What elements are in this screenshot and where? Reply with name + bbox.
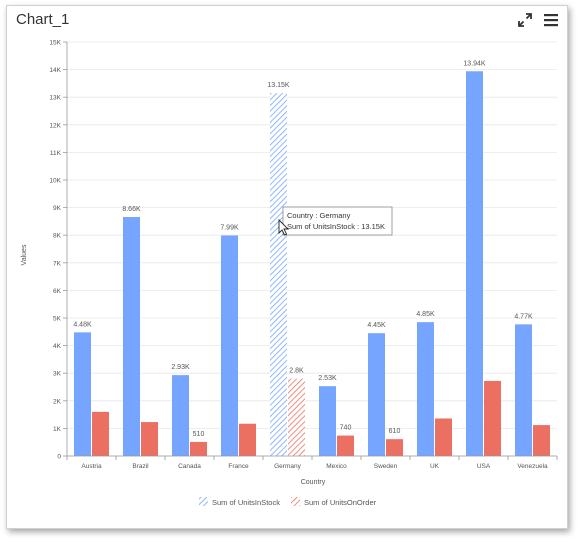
y-tick-label: 11K	[50, 150, 62, 157]
data-label: 2.93K	[171, 364, 190, 371]
bar-units-on-order-sweden[interactable]	[386, 439, 403, 456]
data-label: 740	[340, 425, 352, 432]
bar-units-on-order-uk[interactable]	[435, 418, 452, 456]
y-tick-label: 14K	[49, 67, 61, 74]
y-tick-label: 0	[57, 454, 61, 461]
bar-units-in-stock-brazil[interactable]	[123, 216, 140, 456]
x-tick-label: Venezuela	[517, 463, 548, 470]
bar-units-on-order-austria[interactable]	[92, 411, 109, 456]
x-tick-label: UK	[430, 463, 440, 470]
data-label: 510	[193, 431, 205, 438]
bar-units-on-order-venezuela[interactable]	[533, 425, 550, 456]
data-label: 7.99K	[220, 224, 239, 231]
data-label: 4.45K	[367, 322, 386, 329]
chart-title: Chart_1	[16, 11, 70, 28]
legend-label-series-1: Sum of UnitsInStock	[212, 498, 280, 507]
legend-item-series-2[interactable]: Sum of UnitsOnOrder	[291, 497, 377, 507]
data-label: 2.53K	[318, 375, 337, 382]
bar-units-on-order-france[interactable]	[239, 423, 256, 456]
y-tick-label: 5K	[53, 316, 62, 323]
data-label: 4.77K	[514, 313, 533, 320]
chart-widget: Chart_1 0 1K 2K 3K 4K 5K 6K 7K 8K 9K 10K 11K 12K 13K 1…	[6, 5, 568, 529]
y-tick-label: 10K	[49, 178, 61, 185]
legend-item-series-1[interactable]: Sum of UnitsInStock	[199, 497, 280, 507]
x-tick-label: Canada	[178, 463, 201, 470]
x-tick-label: Germany	[274, 463, 301, 470]
y-tick-label: 15K	[49, 40, 61, 47]
y-axis: 0 1K 2K 3K 4K 5K 6K 7K 8K 9K 10K 11K 12K 13K 14K 15K	[49, 40, 68, 461]
bar-units-in-stock-sweden[interactable]	[368, 333, 385, 456]
y-axis-title: Values	[21, 244, 28, 265]
tooltip-line-2: Sum of UnitsInStock : 13.15K	[287, 222, 385, 231]
legend-swatch-series-1	[199, 497, 208, 506]
legend: Sum of UnitsInStock Sum of UnitsOnOrder	[199, 497, 377, 507]
y-tick-label: 4K	[53, 343, 62, 350]
y-tick-label: 7K	[53, 260, 62, 267]
bar-units-on-order-brazil[interactable]	[141, 422, 158, 456]
y-tick-label: 1K	[53, 426, 62, 433]
bar-units-on-order-canada[interactable]	[190, 441, 207, 456]
bar-units-in-stock-canada[interactable]	[172, 375, 189, 456]
data-label: 13.94K	[463, 60, 486, 67]
tooltip-box	[282, 206, 393, 236]
legend-label-series-2: Sum of UnitsOnOrder	[304, 498, 377, 507]
bar-units-on-order-mexico[interactable]	[337, 435, 354, 456]
x-tick-label: Mexico	[326, 463, 347, 470]
y-tick-label: 8K	[53, 233, 62, 240]
bar-units-in-stock-mexico[interactable]	[319, 386, 336, 456]
bar-units-on-order-usa[interactable]	[484, 380, 501, 456]
y-tick-label: 3K	[53, 371, 62, 378]
widget-toolbar	[517, 12, 559, 28]
y-tick-label: 12K	[49, 122, 61, 129]
bar-units-in-stock-france[interactable]	[221, 235, 238, 456]
x-tick-label: USA	[477, 463, 491, 470]
bars	[74, 71, 550, 457]
data-label: 610	[389, 428, 401, 435]
bar-units-in-stock-uk[interactable]	[417, 322, 434, 456]
data-label: 8.66K	[122, 206, 141, 213]
hamburger-menu-icon[interactable]	[543, 12, 559, 28]
x-axis: Austria Brazil Canada France Germany Mexico Sw…	[66, 455, 558, 470]
data-label: 13.15K	[267, 82, 290, 89]
y-tick-label: 2K	[53, 398, 62, 405]
legend-swatch-series-2	[291, 497, 300, 506]
bar-units-in-stock-austria[interactable]	[74, 332, 91, 456]
grid-lines	[67, 41, 557, 457]
data-label: 4.48K	[73, 321, 92, 328]
data-label: 4.85K	[416, 311, 435, 318]
bar-units-in-stock-usa[interactable]	[466, 71, 483, 457]
bar-chart: 0 1K 2K 3K 4K 5K 6K 7K 8K 9K 10K 11K 12K 13K 14K 15K Au…	[21, 40, 558, 507]
tooltip: Country : Germany Sum of UnitsInStock : …	[282, 206, 393, 236]
tooltip-line-1: Country : Germany	[287, 211, 351, 220]
bar-units-on-order-germany[interactable]	[288, 378, 305, 456]
y-tick-label: 13K	[49, 95, 61, 102]
bar-units-in-stock-venezuela[interactable]	[515, 324, 532, 456]
x-tick-label: France	[228, 463, 249, 470]
expand-arrows-icon[interactable]	[517, 12, 533, 28]
bar-units-in-stock-germany[interactable]	[270, 93, 287, 456]
x-tick-label: Sweden	[374, 463, 398, 470]
y-tick-label: 6K	[53, 288, 62, 295]
data-labels: 4.48K 8.66K 2.93K 510 7.99K 13.15K 2.8K 2.53K 74…	[73, 60, 533, 438]
data-label: 2.8K	[289, 368, 304, 375]
x-tick-label: Austria	[81, 463, 102, 470]
x-tick-label: Brazil	[132, 463, 149, 470]
mouse-cursor-icon	[278, 218, 290, 236]
y-tick-label: 9K	[53, 205, 62, 212]
x-axis-title: Country	[301, 479, 326, 486]
